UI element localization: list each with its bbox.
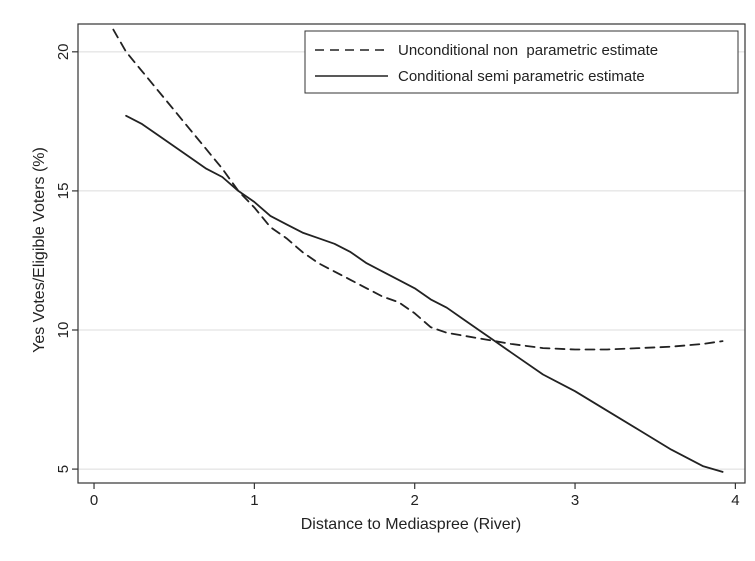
plot-frame (77, 23, 746, 484)
x-tick-label-3: 3 (571, 492, 579, 509)
y-tick-label-5: 5 (55, 465, 72, 473)
legend: Unconditional non parametric estimate Co… (304, 30, 739, 94)
legend-label-conditional: Conditional semi parametric estimate (398, 68, 645, 85)
x-axis-title: Distance to Mediaspree (River) (301, 516, 522, 533)
series-lines (112, 28, 724, 473)
y-tick-label-10: 10 (55, 322, 72, 339)
series-line-conditional (125, 114, 724, 473)
x-tick-label-2: 2 (411, 492, 419, 509)
x-tick-label-1: 1 (250, 492, 258, 509)
x-tick-label-4: 4 (731, 492, 739, 509)
legend-label-unconditional: Unconditional non parametric estimate (398, 42, 658, 59)
legend-box (304, 30, 739, 94)
y-tick-label-20: 20 (55, 43, 72, 60)
x-tick-label-0: 0 (90, 492, 98, 509)
series-line-unconditional (112, 28, 724, 351)
ticks: 5 10 15 20 0 1 2 3 4 (55, 43, 740, 509)
y-axis-title: Yes Votes/Eligible Voters (%) (31, 147, 48, 353)
y-tick-label-15: 15 (55, 183, 72, 200)
axes (77, 23, 746, 484)
